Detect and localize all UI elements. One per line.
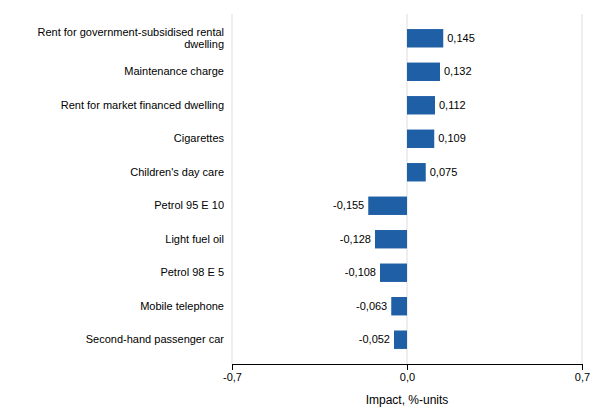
bar [394,331,407,349]
data-label: -0,052 [359,333,390,345]
data-labels: -0,052 -0,063 -0,108 -0,128 -0,155 0,075 0,109… [333,32,475,345]
y-tick: Maintenance charge [124,65,232,77]
data-label: -0,155 [333,199,364,211]
data-label: 0,075 [430,166,458,178]
x-tick-label: 0,7 [575,371,590,383]
x-tick-mark [582,364,583,370]
y-tick: Mobile telephone [140,300,232,312]
data-label: -0,063 [356,300,387,312]
bar [368,197,407,215]
x-tick-mark [232,364,233,370]
y-tick: Children's day care [130,166,232,178]
bar [375,230,407,248]
x-tick-label: -0,7 [223,371,242,383]
bar [407,29,443,47]
bar [407,96,435,114]
y-tick: Petrol 98 E 5 [160,266,232,278]
x-tick-mark [407,364,408,370]
y-tick: Second-hand passenger car [86,333,232,345]
y-tick-label: Rent for government-subsidised rentaldwe… [38,26,224,50]
grid-line [582,14,583,364]
grid [232,14,582,364]
data-label: -0,108 [345,266,376,278]
y-tick: Rent for government-subsidised rentaldwe… [38,26,232,50]
y-tick-label: Rent for market financed dwelling [61,99,224,111]
y-tick-label: Light fuel oil [165,233,224,245]
bar [380,264,407,282]
plot: -0,7 0,0 0,7 Second-hand passenger car Mobil… [38,14,591,383]
y-axis: Second-hand passenger car Mobile telephon… [38,26,232,345]
x-tick: 0,0 [400,364,415,383]
y-tick: Light fuel oil [165,233,232,245]
chart: -0,7 0,0 0,7 Second-hand passenger car Mobil… [0,0,606,416]
y-tick: Petrol 95 E 10 [154,199,232,211]
y-tick: Cigarettes [174,132,232,144]
x-tick: -0,7 [223,364,242,383]
x-tick-label: 0,0 [400,371,415,383]
y-tick-label: Children's day care [130,166,224,178]
y-tick-label: Petrol 98 E 5 [160,266,224,278]
grid-line [232,14,233,364]
y-tick-label: Cigarettes [174,132,225,144]
y-tick-label: Second-hand passenger car [86,333,225,345]
bar [407,130,434,148]
y-tick-label: Mobile telephone [140,300,224,312]
x-axis: -0,7 0,0 0,7 [223,364,590,383]
x-axis-title: Impact, %-units [366,393,449,407]
x-tick: 0,7 [575,364,590,383]
data-label: 0,109 [438,132,466,144]
bar [407,63,440,81]
data-label: 0,132 [444,65,472,77]
data-label: 0,112 [439,99,466,111]
y-tick-label: Petrol 95 E 10 [154,199,224,211]
bar [407,163,426,181]
data-label: 0,145 [447,32,475,44]
x-axis-line [233,365,583,371]
bar [391,297,407,315]
data-label: -0,128 [340,233,371,245]
y-tick: Rent for market financed dwelling [61,99,232,111]
y-tick-label: Maintenance charge [124,65,224,77]
